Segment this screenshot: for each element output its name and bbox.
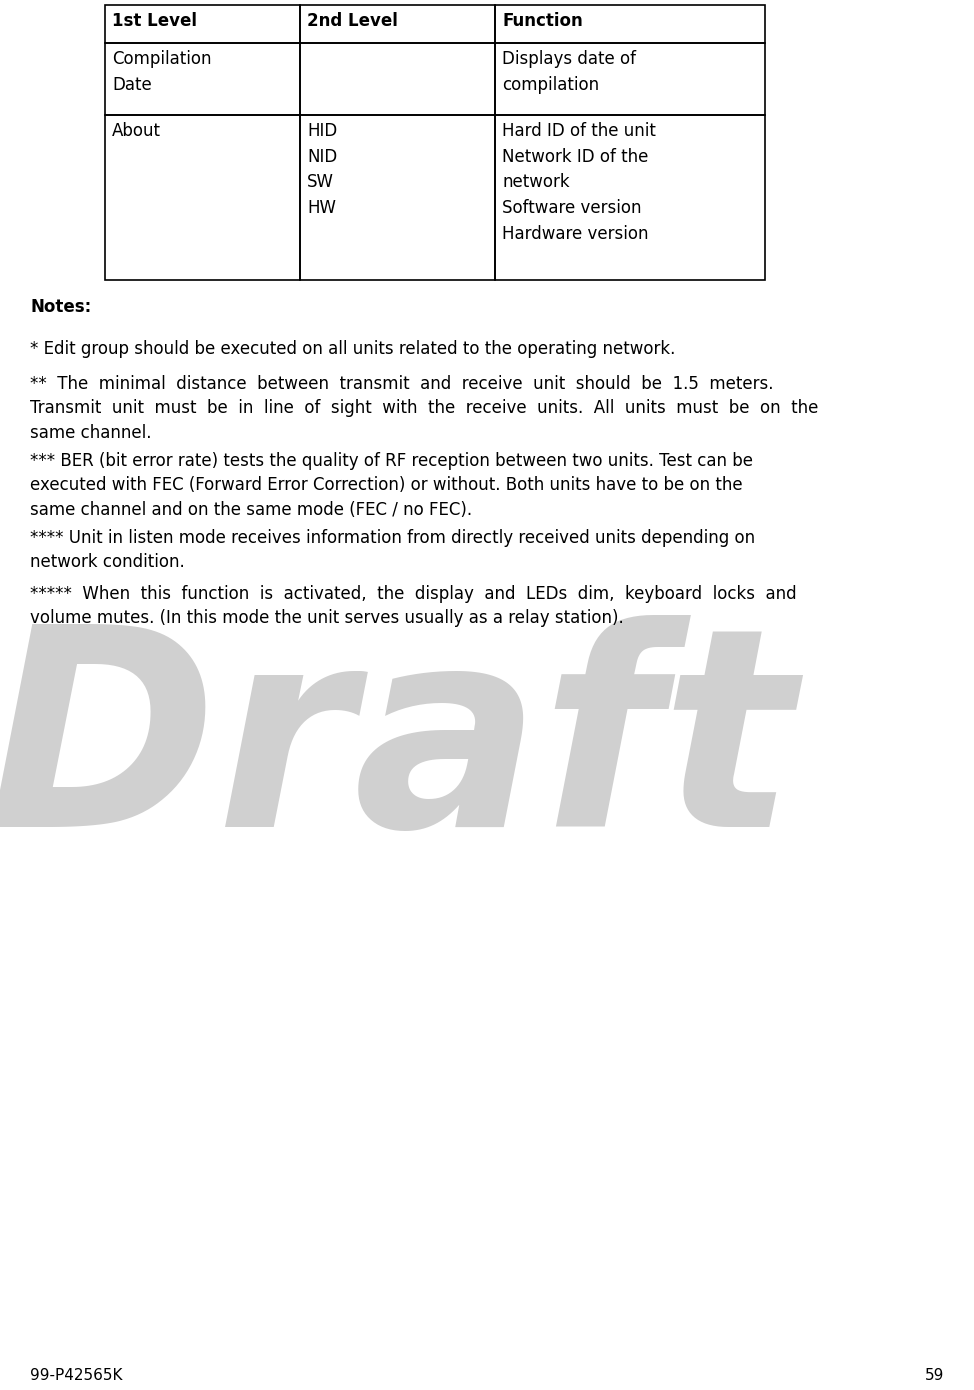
Text: Compilation
Date: Compilation Date bbox=[112, 50, 211, 93]
Bar bbox=[495, 115, 765, 279]
Bar bbox=[105, 6, 300, 43]
Text: HID
NID
SW
HW: HID NID SW HW bbox=[307, 122, 337, 217]
Text: About: About bbox=[112, 122, 161, 140]
Text: Function: Function bbox=[502, 13, 582, 31]
Bar bbox=[105, 115, 300, 279]
Bar bbox=[105, 43, 300, 115]
Text: 99-P42565K: 99-P42565K bbox=[30, 1368, 123, 1383]
Text: 59: 59 bbox=[924, 1368, 944, 1383]
Text: 2nd Level: 2nd Level bbox=[307, 13, 397, 31]
Text: Hard ID of the unit
Network ID of the
network
Software version
Hardware version: Hard ID of the unit Network ID of the ne… bbox=[502, 122, 656, 243]
Text: *** BER (bit error rate) tests the quality of RF reception between two units. Te: *** BER (bit error rate) tests the quali… bbox=[30, 452, 753, 518]
Text: * Edit group should be executed on all units related to the operating network.: * Edit group should be executed on all u… bbox=[30, 341, 675, 359]
Bar bbox=[300, 43, 495, 115]
Text: *****  When  this  function  is  activated,  the  display  and  LEDs  dim,  keyb: ***** When this function is activated, t… bbox=[30, 585, 797, 627]
Bar bbox=[495, 6, 765, 43]
Bar bbox=[495, 43, 765, 115]
Bar bbox=[300, 6, 495, 43]
Text: 1st Level: 1st Level bbox=[112, 13, 197, 31]
Text: Draft: Draft bbox=[0, 614, 794, 885]
Text: **  The  minimal  distance  between  transmit  and  receive  unit  should  be  1: ** The minimal distance between transmit… bbox=[30, 375, 818, 442]
Text: Notes:: Notes: bbox=[30, 297, 92, 316]
Text: Displays date of
compilation: Displays date of compilation bbox=[502, 50, 636, 93]
Text: **** Unit in listen mode receives information from directly received units depen: **** Unit in listen mode receives inform… bbox=[30, 530, 755, 571]
Bar bbox=[300, 115, 495, 279]
